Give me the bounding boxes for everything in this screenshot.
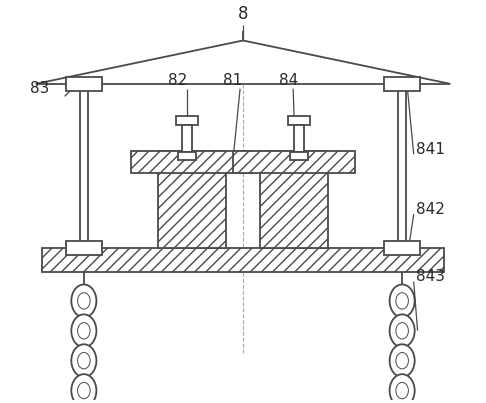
Ellipse shape [78,382,90,399]
Ellipse shape [390,374,415,403]
Ellipse shape [78,293,90,309]
Ellipse shape [78,322,90,339]
Ellipse shape [390,314,415,347]
Ellipse shape [396,293,408,309]
Text: 841: 841 [416,142,445,157]
Ellipse shape [71,374,96,403]
Ellipse shape [396,353,408,369]
Bar [288,116,310,125]
Bar [131,152,253,172]
Bar [384,77,420,91]
Text: 84: 84 [278,73,298,89]
Text: 81: 81 [223,73,242,89]
Bar [66,77,102,91]
Bar [182,125,192,152]
Bar [178,152,196,160]
Ellipse shape [71,314,96,347]
Text: 842: 842 [416,202,445,217]
Ellipse shape [78,353,90,369]
Text: 83: 83 [30,81,49,96]
Ellipse shape [71,344,96,377]
Bar [233,152,355,172]
Ellipse shape [396,322,408,339]
Text: 8: 8 [238,5,248,23]
Bar [294,125,304,152]
Bar [384,241,420,255]
Ellipse shape [71,285,96,317]
Ellipse shape [390,285,415,317]
Bar [260,152,328,248]
Ellipse shape [396,382,408,399]
Bar [66,241,102,255]
Bar [176,116,198,125]
Text: 843: 843 [416,269,445,284]
Text: 82: 82 [168,73,187,89]
Bar [158,152,226,248]
Bar [290,152,308,160]
Ellipse shape [390,344,415,377]
Bar [42,248,444,272]
